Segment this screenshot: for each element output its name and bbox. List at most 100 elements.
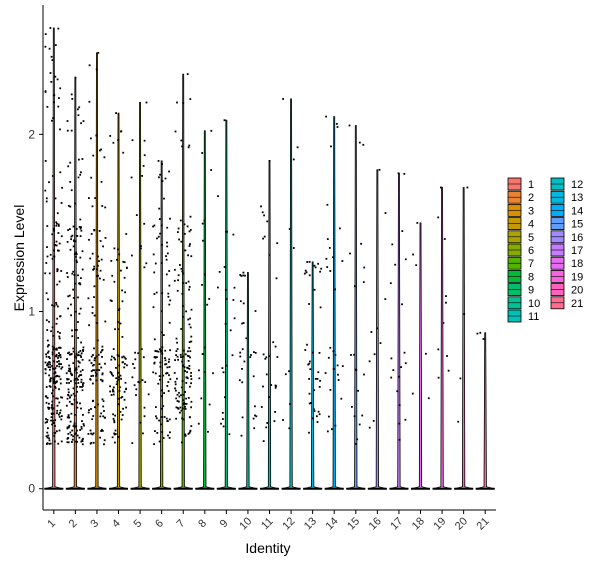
point-1	[45, 197, 48, 200]
point-2	[80, 277, 82, 279]
point-2	[80, 226, 82, 229]
point-1	[61, 186, 63, 189]
point-4	[124, 363, 126, 365]
x-tick-label: 8	[196, 517, 209, 530]
point-6	[161, 180, 164, 182]
point-5	[133, 367, 136, 369]
point-1	[56, 404, 59, 407]
point-5	[142, 356, 145, 359]
point-7	[174, 359, 176, 361]
point-2	[77, 321, 79, 323]
point-2	[70, 434, 73, 436]
legend-label: 17	[571, 245, 583, 257]
point-6	[167, 434, 169, 437]
point-9	[225, 298, 228, 300]
point-2	[67, 391, 70, 394]
point-1	[48, 47, 51, 50]
point-11	[264, 357, 267, 360]
point-13	[317, 410, 320, 413]
point-2	[77, 337, 79, 339]
point-12	[284, 373, 287, 376]
point-1	[55, 397, 58, 400]
point-2	[66, 272, 68, 274]
point-11	[274, 345, 277, 348]
point-7	[179, 411, 181, 414]
point-5	[133, 384, 136, 387]
point-1	[56, 268, 59, 271]
point-5	[139, 421, 142, 424]
point-6	[164, 177, 167, 180]
point-10	[252, 375, 255, 378]
point-6	[159, 361, 162, 364]
point-7	[175, 417, 177, 420]
point-1	[45, 418, 47, 420]
point-1	[59, 315, 62, 317]
point-1	[55, 353, 58, 356]
point-1	[55, 322, 58, 325]
point-7	[174, 380, 177, 383]
point-7	[178, 238, 180, 241]
point-12	[282, 98, 284, 100]
point-11	[276, 356, 279, 358]
violin-12	[281, 98, 301, 490]
point-4	[118, 355, 120, 357]
point-4	[124, 291, 126, 294]
point-13	[303, 272, 306, 275]
point-2	[68, 400, 71, 403]
point-17	[398, 438, 401, 441]
point-6	[153, 338, 156, 341]
point-3	[104, 320, 107, 323]
point-5	[141, 379, 144, 382]
point-1	[51, 304, 53, 307]
point-3	[95, 355, 98, 358]
point-2	[72, 362, 75, 364]
point-6	[168, 358, 171, 361]
point-10	[242, 274, 245, 277]
point-3	[100, 412, 103, 415]
point-7	[189, 326, 192, 329]
point-4	[116, 380, 119, 383]
point-3	[99, 149, 101, 152]
point-9	[228, 433, 231, 436]
point-3	[92, 354, 94, 356]
point-2	[74, 369, 76, 372]
x-ticks: 1 2 3 4 5 6 7 8 9 10 11 12 13 14 15 16 17 18 19 20 21	[45, 510, 492, 532]
point-4	[122, 151, 125, 154]
point-2	[78, 361, 81, 364]
point-1	[47, 434, 50, 437]
point-1	[59, 347, 62, 349]
point-6	[159, 365, 162, 368]
point-2	[80, 122, 82, 125]
point-4	[115, 367, 117, 369]
x-tick-label: 21	[475, 515, 492, 532]
point-19	[445, 295, 447, 297]
point-2	[73, 379, 76, 382]
point-1	[51, 345, 54, 348]
legend-label: 2	[528, 192, 534, 204]
point-2	[74, 282, 76, 285]
point-5	[131, 139, 134, 142]
point-14	[336, 364, 339, 367]
point-3	[91, 205, 94, 208]
point-7	[176, 348, 179, 350]
point-7	[189, 229, 192, 231]
point-2	[76, 385, 78, 388]
point-13	[316, 421, 319, 423]
point-8	[197, 422, 200, 425]
point-14	[325, 115, 327, 118]
point-13	[304, 269, 307, 272]
point-7	[186, 377, 189, 380]
point-1	[58, 375, 61, 378]
point-21	[482, 338, 485, 340]
point-7	[190, 425, 193, 427]
point-1	[61, 366, 64, 369]
point-7	[181, 270, 184, 273]
point-3	[93, 229, 96, 232]
point-7	[185, 382, 188, 384]
point-10	[242, 302, 245, 305]
point-7	[176, 393, 179, 396]
point-1	[58, 363, 60, 365]
point-1	[45, 200, 48, 203]
point-1	[58, 97, 60, 99]
point-12	[288, 228, 291, 230]
